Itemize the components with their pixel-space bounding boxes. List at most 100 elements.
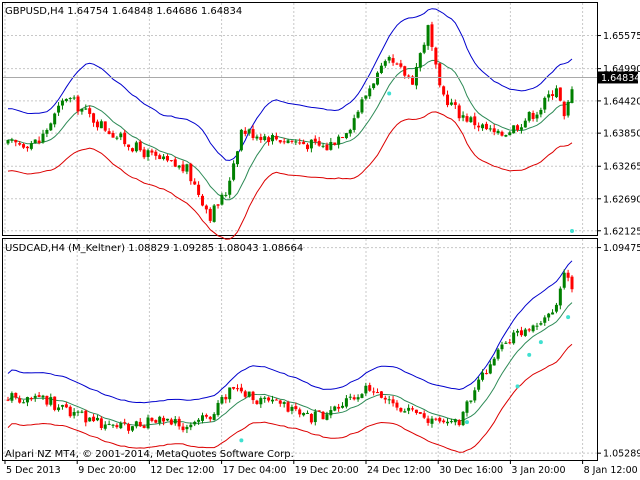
candle-body <box>535 114 539 119</box>
candle-body <box>516 330 520 333</box>
candle-body <box>368 88 372 97</box>
current-price-value: 1.64834 <box>601 73 640 84</box>
signal-dot <box>387 91 392 96</box>
candle-body <box>263 136 267 141</box>
candle-body <box>130 148 134 152</box>
candle-body <box>306 144 310 150</box>
candle-body <box>72 97 76 99</box>
candle-body <box>185 164 189 172</box>
candle-body <box>208 208 212 221</box>
candle-body <box>84 410 88 423</box>
candle-body <box>60 100 64 106</box>
candle-body <box>337 406 341 409</box>
candle-body <box>57 407 61 411</box>
candle-body <box>18 143 22 145</box>
candle-body <box>142 425 146 428</box>
candle-body <box>446 421 450 424</box>
candle-body <box>496 130 500 134</box>
y-tick-label: 1.05289 <box>603 449 640 460</box>
candle-body <box>173 159 177 167</box>
candle-body <box>29 143 33 149</box>
candle-body <box>414 409 418 413</box>
candle-body <box>333 406 337 411</box>
candle-body <box>10 139 14 141</box>
top-panel-frame <box>2 2 598 236</box>
candle-body <box>154 420 158 423</box>
lower-band-line <box>7 343 573 453</box>
candle-body <box>181 164 185 172</box>
candle-body <box>317 140 321 146</box>
candle-body <box>208 416 212 420</box>
candle-body <box>92 416 96 422</box>
candle-body <box>500 344 504 350</box>
candle-body <box>519 330 523 336</box>
candle-body <box>523 120 527 128</box>
candle-body <box>76 96 80 112</box>
candle-body <box>270 399 274 402</box>
candle-body <box>33 395 37 398</box>
candle-body <box>294 406 298 410</box>
x-axis: 5 Dec 2013 9 Dec 20:00 12 Dec 12:00 17 Dec … <box>4 460 638 476</box>
candle-body <box>309 139 313 149</box>
candle-body <box>403 411 407 413</box>
signal-dot <box>570 229 574 234</box>
candle-body <box>25 397 29 403</box>
candle-body <box>473 390 477 401</box>
candle-body <box>286 140 290 144</box>
candle-body <box>531 325 535 332</box>
candle-body <box>364 385 368 394</box>
candle-body <box>239 387 243 392</box>
candle-body <box>18 398 22 403</box>
candle-body <box>92 113 96 123</box>
candle-body <box>302 413 306 416</box>
candle-body <box>477 125 481 128</box>
candle-body <box>469 400 473 402</box>
candle-body <box>535 325 539 327</box>
candle-body <box>158 155 162 160</box>
candle-body <box>504 342 508 344</box>
candle-body <box>449 421 453 423</box>
candle-body <box>95 121 99 128</box>
candle-body <box>512 332 516 344</box>
y-tick-label: 1.64420 <box>603 96 640 107</box>
candle-body <box>154 151 158 156</box>
candle-body <box>80 411 84 413</box>
candle-body <box>376 72 380 85</box>
candle-body <box>181 426 185 431</box>
candle-body <box>220 194 224 205</box>
candle-body <box>562 101 566 117</box>
candle-body <box>519 127 523 130</box>
upper-band-line <box>7 8 573 161</box>
candle-body <box>216 204 220 206</box>
candle-body <box>306 412 310 414</box>
candle-body <box>123 132 127 145</box>
candle-body <box>391 58 395 63</box>
y-tick-label: 1.65575 <box>603 31 640 42</box>
candle-body <box>134 142 138 152</box>
x-tick-label: 12 Dec 12:00 <box>150 465 214 476</box>
candle-body <box>523 329 527 336</box>
candle-body <box>554 304 558 312</box>
candle-body <box>461 411 465 426</box>
y-tick-label: 1.62690 <box>603 194 640 205</box>
candle-body <box>251 129 255 138</box>
candle-body <box>158 416 162 423</box>
signal-dot <box>538 340 543 345</box>
candle-body <box>484 123 488 130</box>
candle-body <box>204 414 208 417</box>
candle-body <box>484 373 488 375</box>
candle-body <box>488 364 492 374</box>
candle-body <box>6 399 10 401</box>
candle-body <box>60 405 64 407</box>
candle-body <box>492 128 496 133</box>
candle-body <box>259 398 263 405</box>
candle-body <box>481 124 485 129</box>
candle-body <box>282 141 286 143</box>
candle-body <box>146 417 150 429</box>
candle-body <box>337 136 341 145</box>
candle-body <box>477 379 481 390</box>
candle-body <box>352 118 356 130</box>
candle-body <box>364 95 368 99</box>
